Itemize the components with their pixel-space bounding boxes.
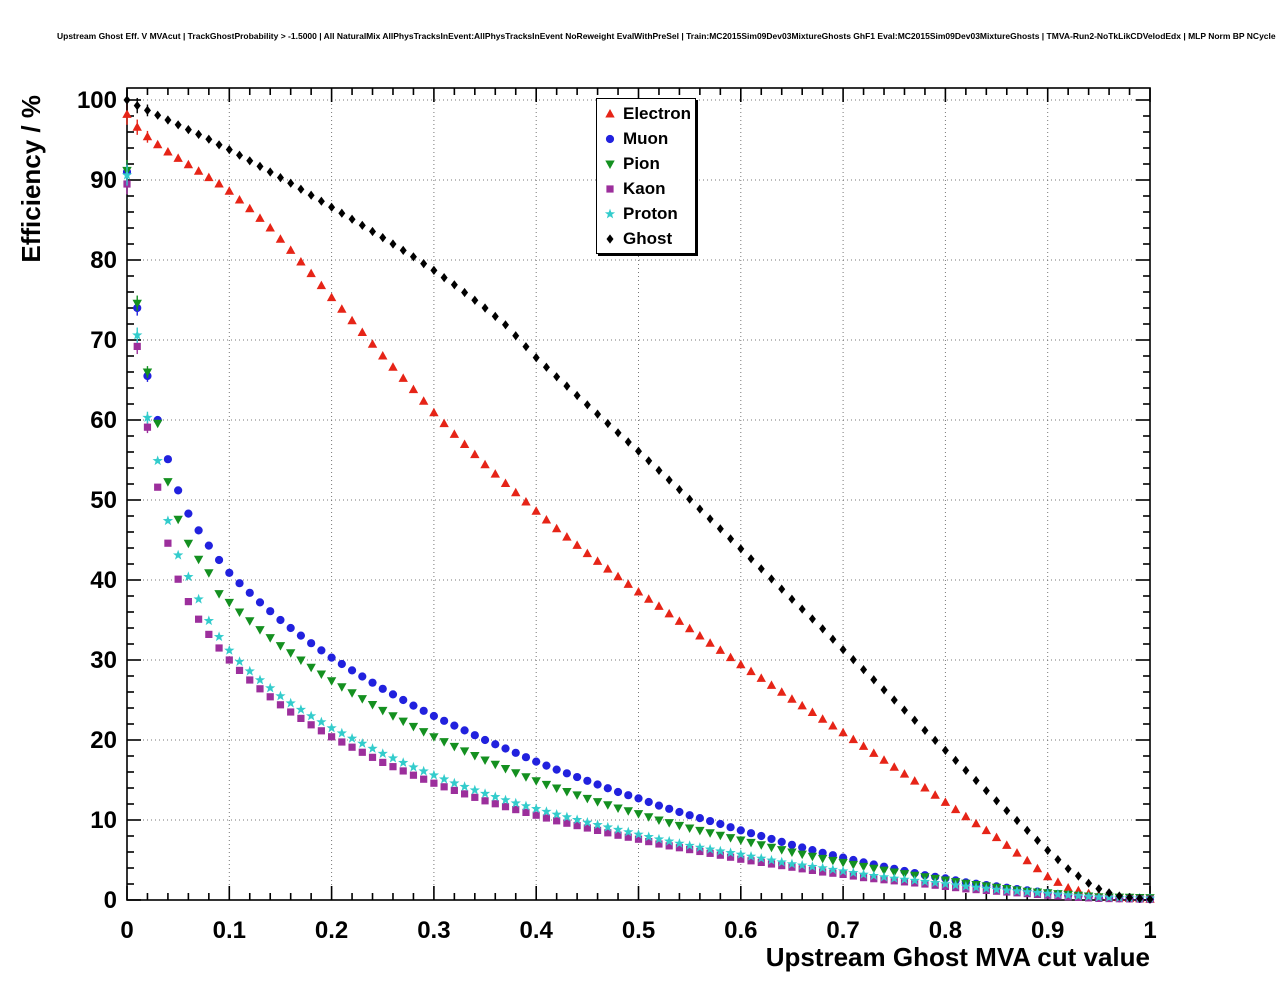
y-tick-label: 70 xyxy=(90,327,117,354)
y-tick-label: 80 xyxy=(90,247,117,274)
y-axis-label: Efficiency / % xyxy=(16,95,46,263)
legend-label: Ghost xyxy=(623,228,673,248)
x-tick-label: 0.5 xyxy=(622,917,655,944)
x-axis-label: Upstream Ghost MVA cut value xyxy=(765,942,1150,972)
y-tick-label: 20 xyxy=(90,727,117,754)
legend-label: Electron xyxy=(623,103,692,123)
y-tick-label: 50 xyxy=(90,487,117,514)
plot-title: Upstream Ghost Eff. V MVAcut | TrackGhos… xyxy=(57,31,1276,41)
series-ghost xyxy=(123,89,1154,904)
y-tick-label: 40 xyxy=(90,567,117,594)
series-proton xyxy=(121,164,1156,903)
series-electron xyxy=(122,104,1155,903)
y-tick-label: 60 xyxy=(90,407,117,434)
legend-item-ghost: Ghost xyxy=(600,226,691,251)
x-tick-label: 0.2 xyxy=(315,917,348,944)
legend-item-electron: Electron xyxy=(600,101,691,126)
x-tick-label: 0.8 xyxy=(929,917,962,944)
pion-marker-icon xyxy=(605,160,615,169)
x-tick-label: 0.9 xyxy=(1031,917,1064,944)
x-tick-label: 0.6 xyxy=(724,917,757,944)
x-tick-label: 0.4 xyxy=(520,917,554,944)
x-tick-label: 0.7 xyxy=(826,917,859,944)
legend-item-proton: Proton xyxy=(600,201,691,226)
legend-item-muon: Muon xyxy=(600,126,691,151)
y-tick-label: 90 xyxy=(90,167,117,194)
y-tick-label: 10 xyxy=(90,807,117,834)
legend-item-pion: Pion xyxy=(600,151,691,176)
muon-marker-icon xyxy=(605,134,615,143)
legend-label: Muon xyxy=(623,128,669,148)
x-tick-label: 1 xyxy=(1143,917,1156,944)
legend-label: Kaon xyxy=(623,178,666,198)
kaon-marker-icon xyxy=(606,184,614,193)
legend-item-kaon: Kaon xyxy=(600,176,691,201)
y-tick-label: 30 xyxy=(90,647,117,674)
x-tick-labels: 0 0.1 0.2 0.3 0.4 0.5 0.6 0.7 0.8 0.9 1 xyxy=(120,917,1156,944)
proton-marker-icon xyxy=(604,208,616,218)
y-tick-labels: 0 10 20 30 40 50 60 70 80 90 100 xyxy=(77,87,117,914)
legend: Electron Muon Pion Kaon Proton Ghost xyxy=(596,98,697,254)
series-kaon xyxy=(123,173,1154,903)
series-pion xyxy=(122,160,1155,903)
y-tick-label: 100 xyxy=(77,87,117,114)
legend-label: Proton xyxy=(623,203,678,223)
x-tick-label: 0.1 xyxy=(213,917,246,944)
axis-ticks xyxy=(126,88,1151,901)
x-tick-label: 0 xyxy=(120,917,133,944)
electron-marker-icon xyxy=(605,108,615,117)
ghost-marker-icon xyxy=(606,233,614,244)
y-tick-label: 0 xyxy=(104,887,117,914)
legend-label: Pion xyxy=(623,153,660,173)
x-tick-label: 0.3 xyxy=(417,917,450,944)
